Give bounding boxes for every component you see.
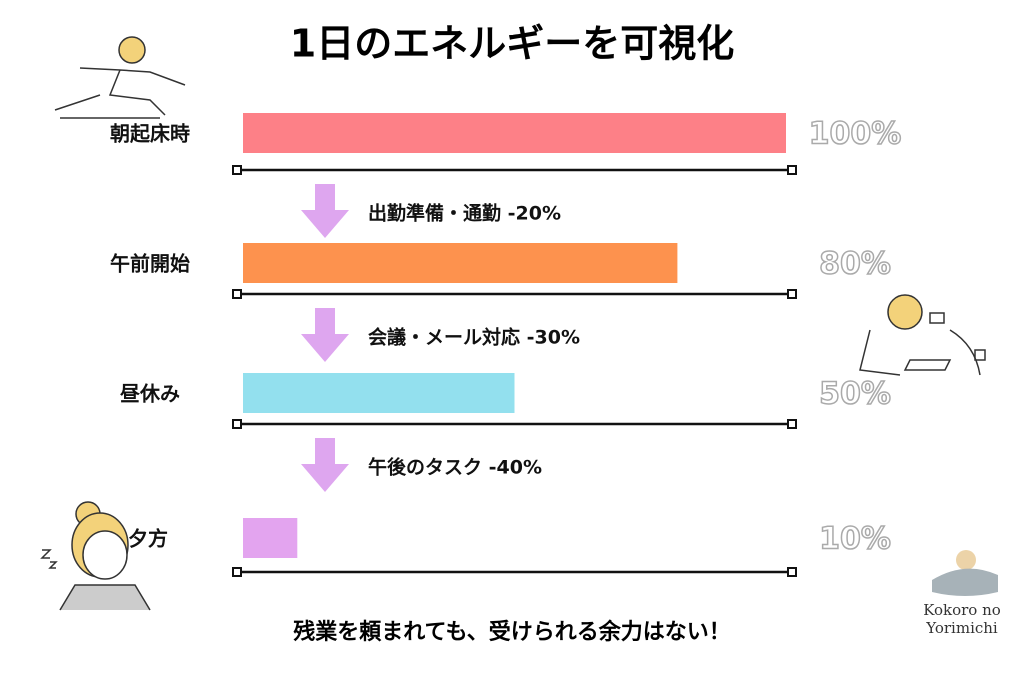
category-label: 昼休み xyxy=(120,382,180,406)
bar xyxy=(243,243,678,283)
footer-note: 残業を頼まれても、受けられる余力はない！ xyxy=(293,619,731,645)
value-label: 80% xyxy=(819,247,891,282)
baseline-end xyxy=(787,567,797,577)
arrow xyxy=(301,184,349,238)
baseline-end xyxy=(787,419,797,429)
arrow xyxy=(301,438,349,492)
value-label: 100% xyxy=(809,117,902,152)
category-label: 午前開始 xyxy=(110,252,190,276)
category-label: 朝起床時 xyxy=(110,122,190,146)
logo-text: Yorimichi xyxy=(925,619,998,637)
transition-label: 午後のタスク -40% xyxy=(368,456,542,479)
category-label: 夕方 xyxy=(128,527,168,551)
title: 1日のエネルギーを可視化 xyxy=(290,22,734,66)
transition-label: 会議・メール対応 -30% xyxy=(368,326,580,349)
baseline-end xyxy=(232,419,242,429)
bar xyxy=(243,373,515,413)
value-label: 10% xyxy=(819,522,891,557)
transition-label: 出勤準備・通勤 -20% xyxy=(368,202,561,225)
bar xyxy=(243,113,786,153)
illustration-stretch xyxy=(54,36,186,119)
baseline-end xyxy=(787,289,797,299)
arrow xyxy=(301,308,349,362)
illustration-tablet xyxy=(859,294,986,376)
baseline-end xyxy=(787,165,797,175)
baseline-end xyxy=(232,289,242,299)
logo: Kokoro no Yorimichi xyxy=(923,550,1001,637)
value-label: 50% xyxy=(819,377,891,412)
logo-text: Kokoro no xyxy=(923,601,1001,619)
bar xyxy=(243,518,298,558)
baseline-end xyxy=(232,165,242,175)
illustration-tired xyxy=(40,501,151,611)
baseline-end xyxy=(232,567,242,577)
